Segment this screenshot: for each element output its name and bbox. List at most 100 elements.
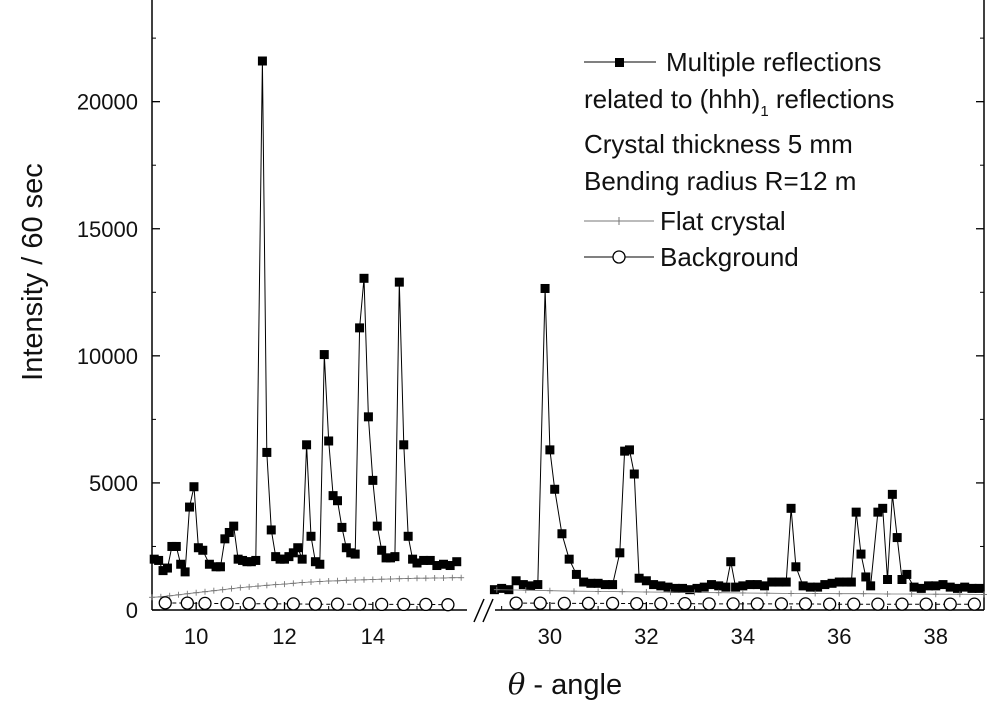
data-point (265, 598, 277, 610)
data-point (679, 598, 691, 610)
data-point (298, 555, 307, 564)
x-tick-label: 30 (538, 624, 562, 649)
data-point (643, 589, 649, 595)
data-point (405, 575, 411, 581)
data-point (852, 508, 861, 517)
y-tick-label: 15000 (77, 217, 138, 242)
x-axis-title-symbol: θ (508, 667, 525, 701)
data-point (320, 350, 329, 359)
data-point (181, 567, 190, 576)
data-point (631, 598, 643, 610)
data-point (510, 597, 522, 609)
data-point (337, 523, 346, 532)
data-point (290, 580, 296, 586)
data-point (902, 570, 911, 579)
data-point (398, 598, 410, 610)
data-point (181, 597, 193, 609)
data-point (441, 575, 447, 581)
data-point (399, 440, 408, 449)
data-point (324, 436, 333, 445)
data-point (550, 485, 559, 494)
data-point (788, 590, 794, 596)
data-point (533, 580, 542, 589)
data-point (944, 598, 956, 610)
data-point (558, 597, 570, 609)
data-point (396, 576, 402, 582)
data-point (326, 578, 332, 584)
data-point (824, 598, 836, 610)
legend-marker-multiple (615, 58, 624, 67)
legend: Multiple reflections related to (hhh)1 r… (584, 47, 894, 272)
data-point (787, 504, 796, 513)
data-point (726, 557, 735, 566)
legend-label-background: Background (660, 242, 799, 272)
data-point (351, 550, 360, 559)
data-point (615, 548, 624, 557)
data-point (607, 597, 619, 609)
data-point (335, 578, 341, 584)
data-point (309, 598, 321, 610)
data-point (317, 579, 323, 585)
data-point (267, 525, 276, 534)
data-point (315, 560, 324, 569)
data-point (308, 579, 314, 585)
data-point (791, 562, 800, 571)
data-point (775, 598, 787, 610)
legend-hhh-subscript: 1 (760, 103, 768, 120)
data-point (582, 597, 594, 609)
data-point (395, 278, 404, 287)
legend-label-multiple: Multiple reflections (666, 47, 881, 77)
data-point (332, 598, 344, 610)
data-point (262, 448, 271, 457)
data-point (423, 575, 429, 581)
legend-note-radius: Bending radius R=12 m (584, 166, 856, 196)
data-point (243, 598, 255, 610)
series-layer (149, 57, 987, 611)
data-point (420, 598, 432, 610)
data-point (933, 591, 939, 597)
data-point (534, 597, 546, 609)
data-point (848, 598, 860, 610)
x-axis-title-text: - angle (533, 669, 622, 701)
data-point (545, 445, 554, 454)
data-point (202, 589, 208, 595)
data-point (251, 556, 260, 565)
data-point (547, 588, 553, 594)
x-tick-label: 10 (184, 624, 208, 649)
data-point (860, 591, 866, 597)
data-point (159, 597, 171, 609)
data-point (379, 576, 385, 582)
data-point (703, 598, 715, 610)
data-point (229, 522, 238, 531)
legend-label-multiple-line2: related to (hhh)1 reflections (584, 84, 894, 120)
legend-note-thickness: Crystal thickness 5 mm (584, 129, 853, 159)
data-point (211, 588, 217, 594)
data-point (307, 532, 316, 541)
data-point (836, 591, 842, 597)
data-point (800, 598, 812, 610)
data-point (751, 598, 763, 610)
data-point (343, 577, 349, 583)
data-point (220, 587, 226, 593)
legend-hhh-tail: reflections (769, 84, 895, 114)
axis-break-mark-2 (483, 599, 493, 622)
data-point (390, 552, 399, 561)
data-point (909, 591, 915, 597)
data-point (264, 582, 270, 588)
data-point (764, 590, 770, 596)
data-point (198, 546, 207, 555)
y-tick-label: 0 (126, 598, 138, 623)
data-point (893, 533, 902, 542)
data-point (619, 589, 625, 595)
x-tick-label: 36 (827, 624, 851, 649)
data-point (571, 588, 577, 594)
data-point (625, 445, 634, 454)
data-point (354, 598, 366, 610)
legend-marker-background (613, 251, 625, 263)
y-tick-label: 10000 (77, 344, 138, 369)
data-point (189, 482, 198, 491)
data-point (246, 584, 252, 590)
data-point (630, 470, 639, 479)
y-axis-title: Intensity / 60 sec (17, 163, 49, 381)
